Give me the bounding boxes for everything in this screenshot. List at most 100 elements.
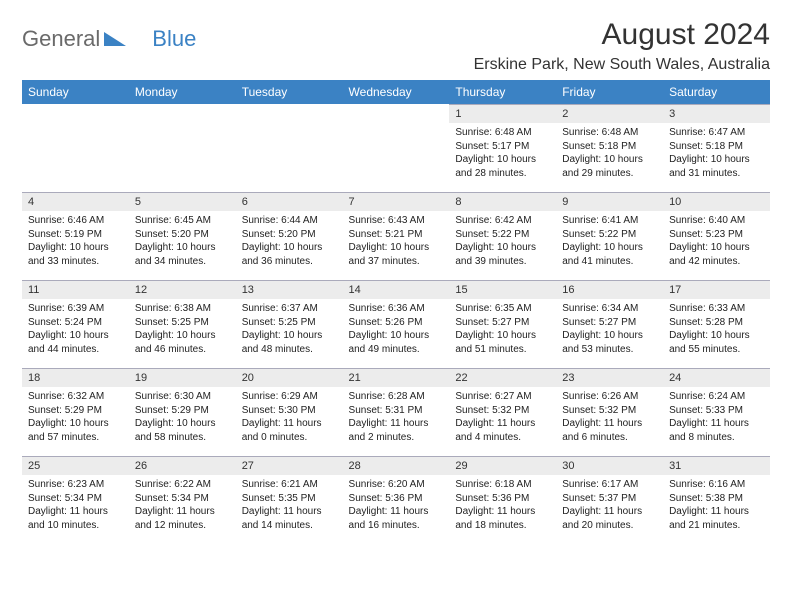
daylight-line: Daylight: 11 hours and 8 minutes.: [669, 417, 764, 444]
sunrise-line: Sunrise: 6:45 AM: [135, 214, 230, 228]
daylight-line: Daylight: 10 hours and 37 minutes.: [349, 241, 444, 268]
daylight-line: Daylight: 11 hours and 2 minutes.: [349, 417, 444, 444]
calendar-cell: 15Sunrise: 6:35 AMSunset: 5:27 PMDayligh…: [449, 280, 556, 368]
sunset-line: Sunset: 5:21 PM: [349, 228, 444, 242]
day-details: Sunrise: 6:38 AMSunset: 5:25 PMDaylight:…: [129, 299, 236, 360]
day-number: 1: [449, 104, 556, 123]
sunrise-line: Sunrise: 6:37 AM: [242, 302, 337, 316]
logo-word2: Blue: [152, 26, 196, 52]
calendar-cell: 18Sunrise: 6:32 AMSunset: 5:29 PMDayligh…: [22, 368, 129, 456]
sunset-line: Sunset: 5:27 PM: [455, 316, 550, 330]
day-details: Sunrise: 6:17 AMSunset: 5:37 PMDaylight:…: [556, 475, 663, 536]
title-block: August 2024 Erskine Park, New South Wale…: [474, 18, 770, 74]
sunset-line: Sunset: 5:25 PM: [135, 316, 230, 330]
calendar-table: Sunday Monday Tuesday Wednesday Thursday…: [22, 80, 770, 544]
calendar-cell: 25Sunrise: 6:23 AMSunset: 5:34 PMDayligh…: [22, 456, 129, 544]
calendar-week-row: 1Sunrise: 6:48 AMSunset: 5:17 PMDaylight…: [22, 104, 770, 192]
daylight-line: Daylight: 11 hours and 18 minutes.: [455, 505, 550, 532]
calendar-cell: 14Sunrise: 6:36 AMSunset: 5:26 PMDayligh…: [343, 280, 450, 368]
calendar-cell: 22Sunrise: 6:27 AMSunset: 5:32 PMDayligh…: [449, 368, 556, 456]
logo-word1: General: [22, 26, 100, 52]
day-details: Sunrise: 6:23 AMSunset: 5:34 PMDaylight:…: [22, 475, 129, 536]
daylight-line: Daylight: 11 hours and 20 minutes.: [562, 505, 657, 532]
day-details: Sunrise: 6:20 AMSunset: 5:36 PMDaylight:…: [343, 475, 450, 536]
day-number: 30: [556, 456, 663, 475]
calendar-cell: 16Sunrise: 6:34 AMSunset: 5:27 PMDayligh…: [556, 280, 663, 368]
weekday-header-row: Sunday Monday Tuesday Wednesday Thursday…: [22, 80, 770, 104]
calendar-cell: 17Sunrise: 6:33 AMSunset: 5:28 PMDayligh…: [663, 280, 770, 368]
sunset-line: Sunset: 5:17 PM: [455, 140, 550, 154]
sunrise-line: Sunrise: 6:34 AM: [562, 302, 657, 316]
daylight-line: Daylight: 10 hours and 55 minutes.: [669, 329, 764, 356]
daylight-line: Daylight: 11 hours and 6 minutes.: [562, 417, 657, 444]
day-number: 17: [663, 280, 770, 299]
day-details: Sunrise: 6:43 AMSunset: 5:21 PMDaylight:…: [343, 211, 450, 272]
daylight-line: Daylight: 10 hours and 33 minutes.: [28, 241, 123, 268]
sunset-line: Sunset: 5:30 PM: [242, 404, 337, 418]
day-number: 20: [236, 368, 343, 387]
calendar-cell: 2Sunrise: 6:48 AMSunset: 5:18 PMDaylight…: [556, 104, 663, 192]
day-number: 27: [236, 456, 343, 475]
sunset-line: Sunset: 5:29 PM: [135, 404, 230, 418]
daylight-line: Daylight: 10 hours and 53 minutes.: [562, 329, 657, 356]
daylight-line: Daylight: 10 hours and 41 minutes.: [562, 241, 657, 268]
sunset-line: Sunset: 5:38 PM: [669, 492, 764, 506]
daylight-line: Daylight: 10 hours and 31 minutes.: [669, 153, 764, 180]
sunset-line: Sunset: 5:20 PM: [242, 228, 337, 242]
day-details: Sunrise: 6:33 AMSunset: 5:28 PMDaylight:…: [663, 299, 770, 360]
calendar-cell: 6Sunrise: 6:44 AMSunset: 5:20 PMDaylight…: [236, 192, 343, 280]
col-tuesday: Tuesday: [236, 80, 343, 104]
sunset-line: Sunset: 5:34 PM: [135, 492, 230, 506]
day-number: 22: [449, 368, 556, 387]
day-details: Sunrise: 6:16 AMSunset: 5:38 PMDaylight:…: [663, 475, 770, 536]
sunrise-line: Sunrise: 6:28 AM: [349, 390, 444, 404]
calendar-cell: 20Sunrise: 6:29 AMSunset: 5:30 PMDayligh…: [236, 368, 343, 456]
day-number: 24: [663, 368, 770, 387]
calendar-cell: 1Sunrise: 6:48 AMSunset: 5:17 PMDaylight…: [449, 104, 556, 192]
sunrise-line: Sunrise: 6:27 AM: [455, 390, 550, 404]
day-details: Sunrise: 6:48 AMSunset: 5:18 PMDaylight:…: [556, 123, 663, 184]
sunrise-line: Sunrise: 6:35 AM: [455, 302, 550, 316]
day-details: Sunrise: 6:44 AMSunset: 5:20 PMDaylight:…: [236, 211, 343, 272]
day-details: Sunrise: 6:30 AMSunset: 5:29 PMDaylight:…: [129, 387, 236, 448]
day-number: 4: [22, 192, 129, 211]
day-details: Sunrise: 6:41 AMSunset: 5:22 PMDaylight:…: [556, 211, 663, 272]
day-number: 15: [449, 280, 556, 299]
sunrise-line: Sunrise: 6:48 AM: [562, 126, 657, 140]
sunrise-line: Sunrise: 6:36 AM: [349, 302, 444, 316]
daylight-line: Daylight: 11 hours and 21 minutes.: [669, 505, 764, 532]
calendar-cell: 8Sunrise: 6:42 AMSunset: 5:22 PMDaylight…: [449, 192, 556, 280]
daylight-line: Daylight: 10 hours and 42 minutes.: [669, 241, 764, 268]
calendar-cell: 10Sunrise: 6:40 AMSunset: 5:23 PMDayligh…: [663, 192, 770, 280]
daylight-line: Daylight: 11 hours and 12 minutes.: [135, 505, 230, 532]
day-details: Sunrise: 6:45 AMSunset: 5:20 PMDaylight:…: [129, 211, 236, 272]
sunrise-line: Sunrise: 6:16 AM: [669, 478, 764, 492]
daylight-line: Daylight: 10 hours and 34 minutes.: [135, 241, 230, 268]
sunrise-line: Sunrise: 6:20 AM: [349, 478, 444, 492]
daylight-line: Daylight: 10 hours and 48 minutes.: [242, 329, 337, 356]
calendar-week-row: 25Sunrise: 6:23 AMSunset: 5:34 PMDayligh…: [22, 456, 770, 544]
day-details: Sunrise: 6:32 AMSunset: 5:29 PMDaylight:…: [22, 387, 129, 448]
sunrise-line: Sunrise: 6:23 AM: [28, 478, 123, 492]
header: General Blue August 2024 Erskine Park, N…: [22, 18, 770, 74]
calendar-cell: 5Sunrise: 6:45 AMSunset: 5:20 PMDaylight…: [129, 192, 236, 280]
calendar-cell: 12Sunrise: 6:38 AMSunset: 5:25 PMDayligh…: [129, 280, 236, 368]
day-details: Sunrise: 6:39 AMSunset: 5:24 PMDaylight:…: [22, 299, 129, 360]
logo-triangle-icon: [104, 30, 126, 51]
calendar-cell: 24Sunrise: 6:24 AMSunset: 5:33 PMDayligh…: [663, 368, 770, 456]
logo: General Blue: [22, 18, 196, 52]
day-number: 9: [556, 192, 663, 211]
day-details: Sunrise: 6:37 AMSunset: 5:25 PMDaylight:…: [236, 299, 343, 360]
sunrise-line: Sunrise: 6:48 AM: [455, 126, 550, 140]
day-details: Sunrise: 6:46 AMSunset: 5:19 PMDaylight:…: [22, 211, 129, 272]
sunset-line: Sunset: 5:29 PM: [28, 404, 123, 418]
col-thursday: Thursday: [449, 80, 556, 104]
sunrise-line: Sunrise: 6:38 AM: [135, 302, 230, 316]
sunset-line: Sunset: 5:19 PM: [28, 228, 123, 242]
day-number: 12: [129, 280, 236, 299]
sunset-line: Sunset: 5:36 PM: [455, 492, 550, 506]
col-saturday: Saturday: [663, 80, 770, 104]
day-number: 3: [663, 104, 770, 123]
day-number: 28: [343, 456, 450, 475]
daylight-line: Daylight: 11 hours and 10 minutes.: [28, 505, 123, 532]
